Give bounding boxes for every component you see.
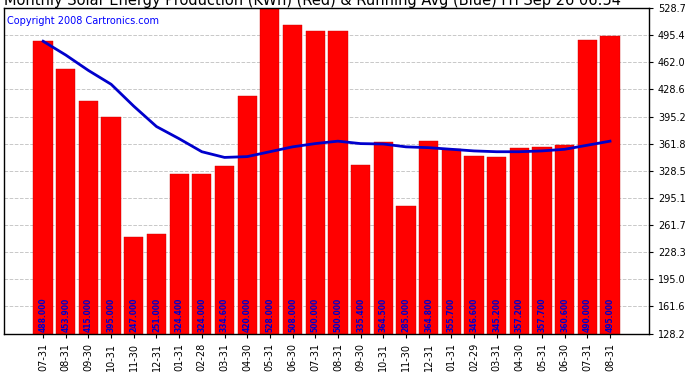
Text: 453.900: 453.900 (61, 298, 70, 332)
Text: 500.000: 500.000 (310, 298, 319, 332)
Text: 364.500: 364.500 (379, 298, 388, 332)
Bar (351, 165, 371, 375)
Bar (532, 147, 551, 375)
Text: 364.800: 364.800 (424, 298, 433, 332)
Bar (328, 32, 348, 375)
Bar (101, 117, 121, 375)
Bar (396, 206, 415, 375)
Text: 360.600: 360.600 (560, 298, 569, 332)
Bar (34, 41, 52, 375)
Text: 420.000: 420.000 (243, 298, 252, 332)
Text: 335.400: 335.400 (356, 298, 365, 332)
Text: 346.600: 346.600 (469, 298, 478, 332)
Text: 415.000: 415.000 (84, 298, 93, 332)
Bar (215, 166, 234, 375)
Text: 508.000: 508.000 (288, 298, 297, 332)
Bar (170, 174, 189, 375)
Bar (283, 25, 302, 375)
Text: 357.700: 357.700 (538, 298, 546, 332)
Text: 500.000: 500.000 (333, 298, 342, 332)
Bar (56, 69, 75, 375)
Bar (147, 234, 166, 375)
Text: 357.200: 357.200 (515, 298, 524, 332)
Text: Copyright 2008 Cartronics.com: Copyright 2008 Cartronics.com (8, 16, 159, 26)
Text: 528.000: 528.000 (266, 298, 275, 332)
Bar (373, 142, 393, 375)
Text: 285.000: 285.000 (402, 298, 411, 332)
Text: 495.000: 495.000 (606, 298, 615, 332)
Text: 324.400: 324.400 (175, 298, 184, 332)
Bar (419, 141, 438, 375)
Text: 251.000: 251.000 (152, 298, 161, 332)
Bar (79, 100, 98, 375)
Text: 355.700: 355.700 (446, 298, 456, 332)
Bar (555, 145, 574, 375)
Text: 490.000: 490.000 (583, 298, 592, 332)
Text: Monthly Solar Energy Production (KWh) (Red) & Running Avg (Blue) Fri Sep 26 06:5: Monthly Solar Energy Production (KWh) (R… (4, 0, 621, 8)
Bar (464, 156, 484, 375)
Bar (510, 147, 529, 375)
Bar (600, 36, 620, 375)
Bar (578, 40, 597, 375)
Text: 395.000: 395.000 (107, 298, 116, 332)
Text: 247.000: 247.000 (129, 298, 138, 332)
Text: 334.600: 334.600 (220, 298, 229, 332)
Bar (260, 9, 279, 375)
Bar (124, 237, 144, 375)
Text: 345.200: 345.200 (492, 298, 501, 332)
Bar (193, 174, 211, 375)
Bar (487, 157, 506, 375)
Text: 488.000: 488.000 (39, 297, 48, 332)
Bar (237, 96, 257, 375)
Bar (306, 32, 325, 375)
Text: 324.000: 324.000 (197, 298, 206, 332)
Bar (442, 149, 461, 375)
